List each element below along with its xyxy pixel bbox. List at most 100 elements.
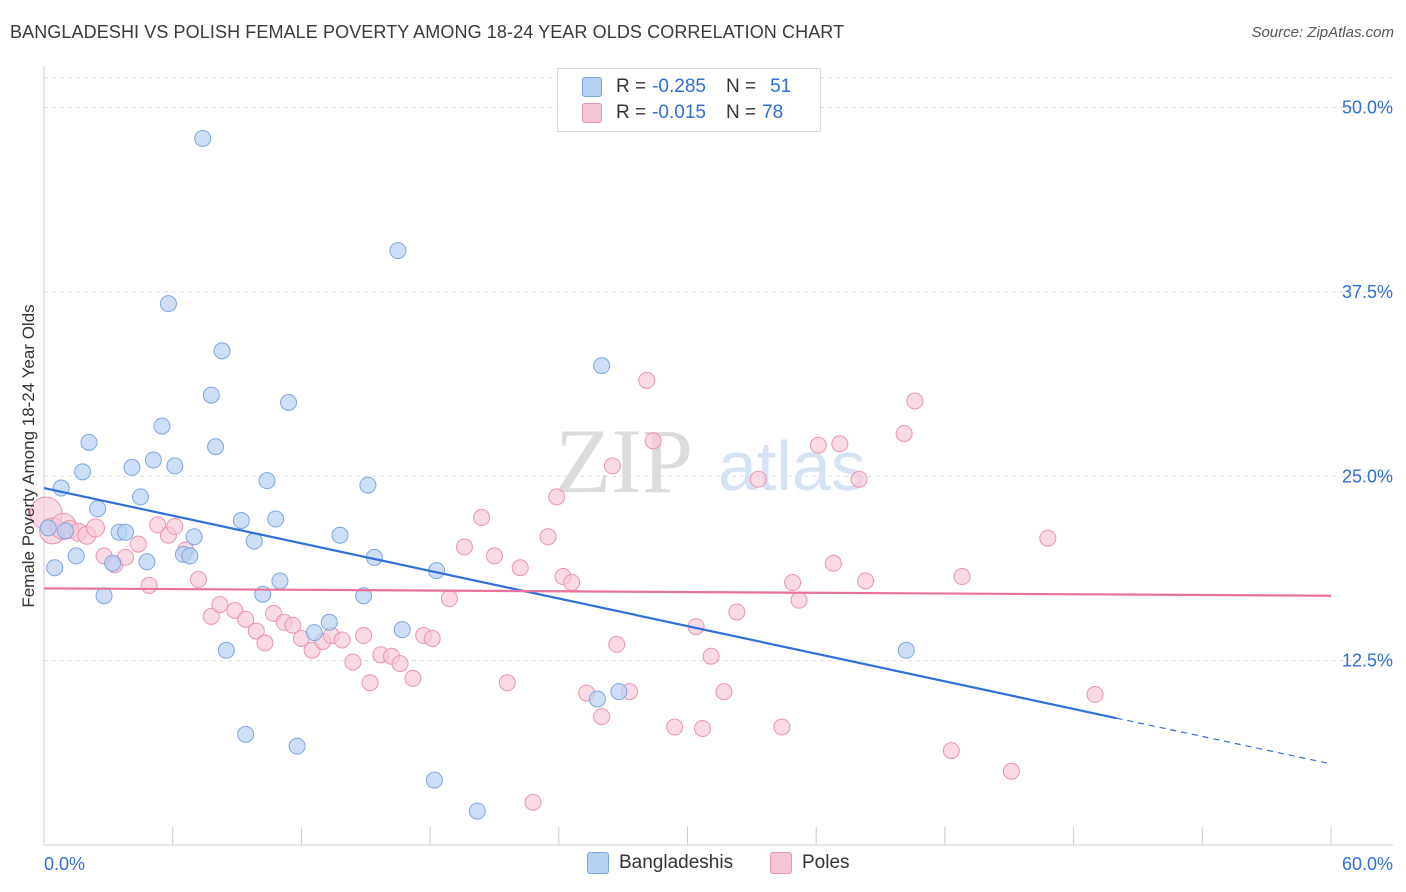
bangladeshi-point <box>213 342 231 360</box>
legend-swatch-pink <box>582 103 602 123</box>
bangladeshi-point <box>104 554 122 572</box>
bangladeshi-point <box>425 771 443 789</box>
legend-n-value: 78 <box>762 102 784 123</box>
legend-r-label: R = <box>616 76 647 97</box>
bangladeshi-point <box>185 528 203 546</box>
bangladeshis-points <box>39 129 915 820</box>
bangladeshi-point <box>610 683 628 701</box>
bangladeshi-point <box>897 641 915 659</box>
pole-point <box>593 708 611 726</box>
pole-point <box>211 596 229 614</box>
bangladeshi-point <box>593 357 611 375</box>
pole-point <box>895 424 913 442</box>
bottom-legend-label: Poles <box>802 852 850 873</box>
x-tick-label: 60.0% <box>1342 854 1393 874</box>
pole-point <box>603 457 621 475</box>
pole-point <box>1002 762 1020 780</box>
watermark: ZIP atlas <box>555 410 866 512</box>
bangladeshis-trend-extension <box>1116 717 1332 765</box>
legend-row-poles: R = -0.015 N = 78 <box>582 101 783 125</box>
bangladeshi-point <box>393 621 411 639</box>
pole-point <box>423 630 441 647</box>
legend-n-value: 51 <box>770 76 792 97</box>
bottom-legend-swatch-pink <box>770 852 792 874</box>
pole-point <box>942 742 960 760</box>
pole-point <box>129 535 147 553</box>
pole-point <box>1086 686 1104 704</box>
bottom-legend-poles: Poles <box>770 852 850 874</box>
legend-row-bangladeshis: R = -0.285 N = 51 <box>582 75 791 99</box>
pole-point <box>906 392 924 410</box>
pole-point <box>455 538 473 556</box>
bangladeshi-point <box>117 523 135 541</box>
bangladeshi-point <box>237 725 255 743</box>
legend-n-label: N = <box>725 76 757 97</box>
bangladeshi-point <box>39 519 57 537</box>
bangladeshi-point <box>95 587 113 605</box>
bangladeshi-point <box>153 417 171 435</box>
pole-point <box>149 516 167 534</box>
pole-point <box>473 509 491 527</box>
pole-point <box>140 576 158 594</box>
axis-labels: 12.5% 25.0% 37.5% 50.0% 0.0% 60.0% Female Pove… <box>19 98 1393 875</box>
pole-point <box>831 435 849 453</box>
pole-point <box>189 571 207 588</box>
pole-point <box>638 371 656 389</box>
bangladeshi-point <box>123 458 141 476</box>
pole-point <box>563 573 581 591</box>
pole-point <box>666 718 684 736</box>
bangladeshi-point <box>46 559 64 577</box>
bangladeshi-point <box>217 641 235 659</box>
bangladeshi-point <box>202 386 220 404</box>
bottom-legend-bangladeshis: Bangladeshis <box>587 852 733 874</box>
bangladeshi-point <box>359 476 377 494</box>
pole-point <box>524 793 542 811</box>
y-tick-label: 12.5% <box>1342 651 1393 671</box>
pole-point <box>485 547 503 565</box>
bangladeshis-trend-line <box>43 486 1117 720</box>
grid-lines <box>44 77 1393 662</box>
pole-point <box>361 674 379 692</box>
pole-point <box>391 655 409 673</box>
x-tick-label: 0.0% <box>44 854 85 874</box>
legend-r-value: -0.015 <box>652 102 706 123</box>
pole-point <box>702 647 720 665</box>
bangladeshi-point <box>144 451 162 469</box>
pole-point <box>728 603 746 621</box>
bangladeshi-point <box>80 433 98 451</box>
watermark-zip: ZIP <box>555 410 693 512</box>
legend-r-label: R = <box>616 102 647 123</box>
pole-point <box>284 616 302 634</box>
pole-point <box>715 683 733 701</box>
y-tick-label: 50.0% <box>1342 98 1393 118</box>
bangladeshi-point <box>355 587 373 605</box>
pole-point <box>256 634 274 652</box>
bangladeshi-point <box>207 438 225 456</box>
bangladeshi-point <box>67 547 85 565</box>
bangladeshi-point <box>280 394 298 411</box>
chart-title: BANGLADESHI VS POLISH FEMALE POVERTY AMO… <box>10 22 845 42</box>
pole-point <box>85 518 105 538</box>
bangladeshi-point <box>468 802 486 820</box>
pole-point <box>850 470 868 488</box>
pole-point <box>824 554 842 572</box>
legend-n-label: N = <box>725 102 757 123</box>
bottom-legend-label: Bangladeshis <box>619 852 734 873</box>
bangladeshi-point <box>232 512 250 529</box>
bangladeshi-point <box>331 526 349 544</box>
axes <box>43 66 1393 846</box>
pole-point <box>511 559 529 577</box>
bangladeshi-point <box>288 737 306 755</box>
trend-lines <box>43 486 1332 765</box>
pole-point <box>355 627 373 645</box>
correlation-legend: R = -0.285 N = 51 R = -0.015 N = 78 <box>557 68 821 132</box>
pole-point <box>539 528 557 546</box>
source-label: Source: ZipAtlas.com <box>1251 24 1394 41</box>
bangladeshi-point <box>159 295 177 313</box>
bangladeshi-point <box>271 572 289 590</box>
pole-point <box>790 591 808 609</box>
pole-point <box>344 653 362 671</box>
legend-swatch-blue <box>582 77 602 97</box>
pole-point <box>773 718 791 736</box>
